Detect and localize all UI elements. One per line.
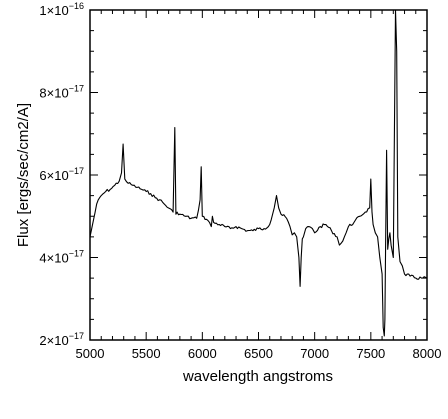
x-tick-label: 7000 [300, 346, 329, 361]
series-layer [89, 9, 428, 337]
x-tick-label: 5000 [76, 346, 105, 361]
y-tick-label: 6×10−17 [39, 166, 84, 183]
y-axis-label: Flux [ergs/sec/cm2/A] [15, 103, 32, 247]
x-tick-labels: 5000 5500 6000 6500 7000 7500 8000 [76, 346, 442, 361]
spectrum-series-line [89, 9, 428, 337]
y-tick-label: 1×10−16 [39, 1, 84, 18]
y-tick-labels: 2×10−174×10−176×10−178×10−171×10−16 [39, 1, 84, 348]
x-tick-label: 6500 [244, 346, 273, 361]
plot-frame [89, 9, 428, 341]
x-tick-label: 7500 [356, 346, 385, 361]
ticks-layer [89, 9, 428, 341]
y-tick-label: 8×10−17 [39, 84, 84, 101]
x-axis-label: wavelength angstroms [182, 368, 333, 385]
x-tick-label: 6000 [188, 346, 217, 361]
x-tick-label: 8000 [413, 346, 442, 361]
y-tick-label: 4×10−17 [39, 249, 84, 266]
x-tick-label: 5500 [132, 346, 161, 361]
